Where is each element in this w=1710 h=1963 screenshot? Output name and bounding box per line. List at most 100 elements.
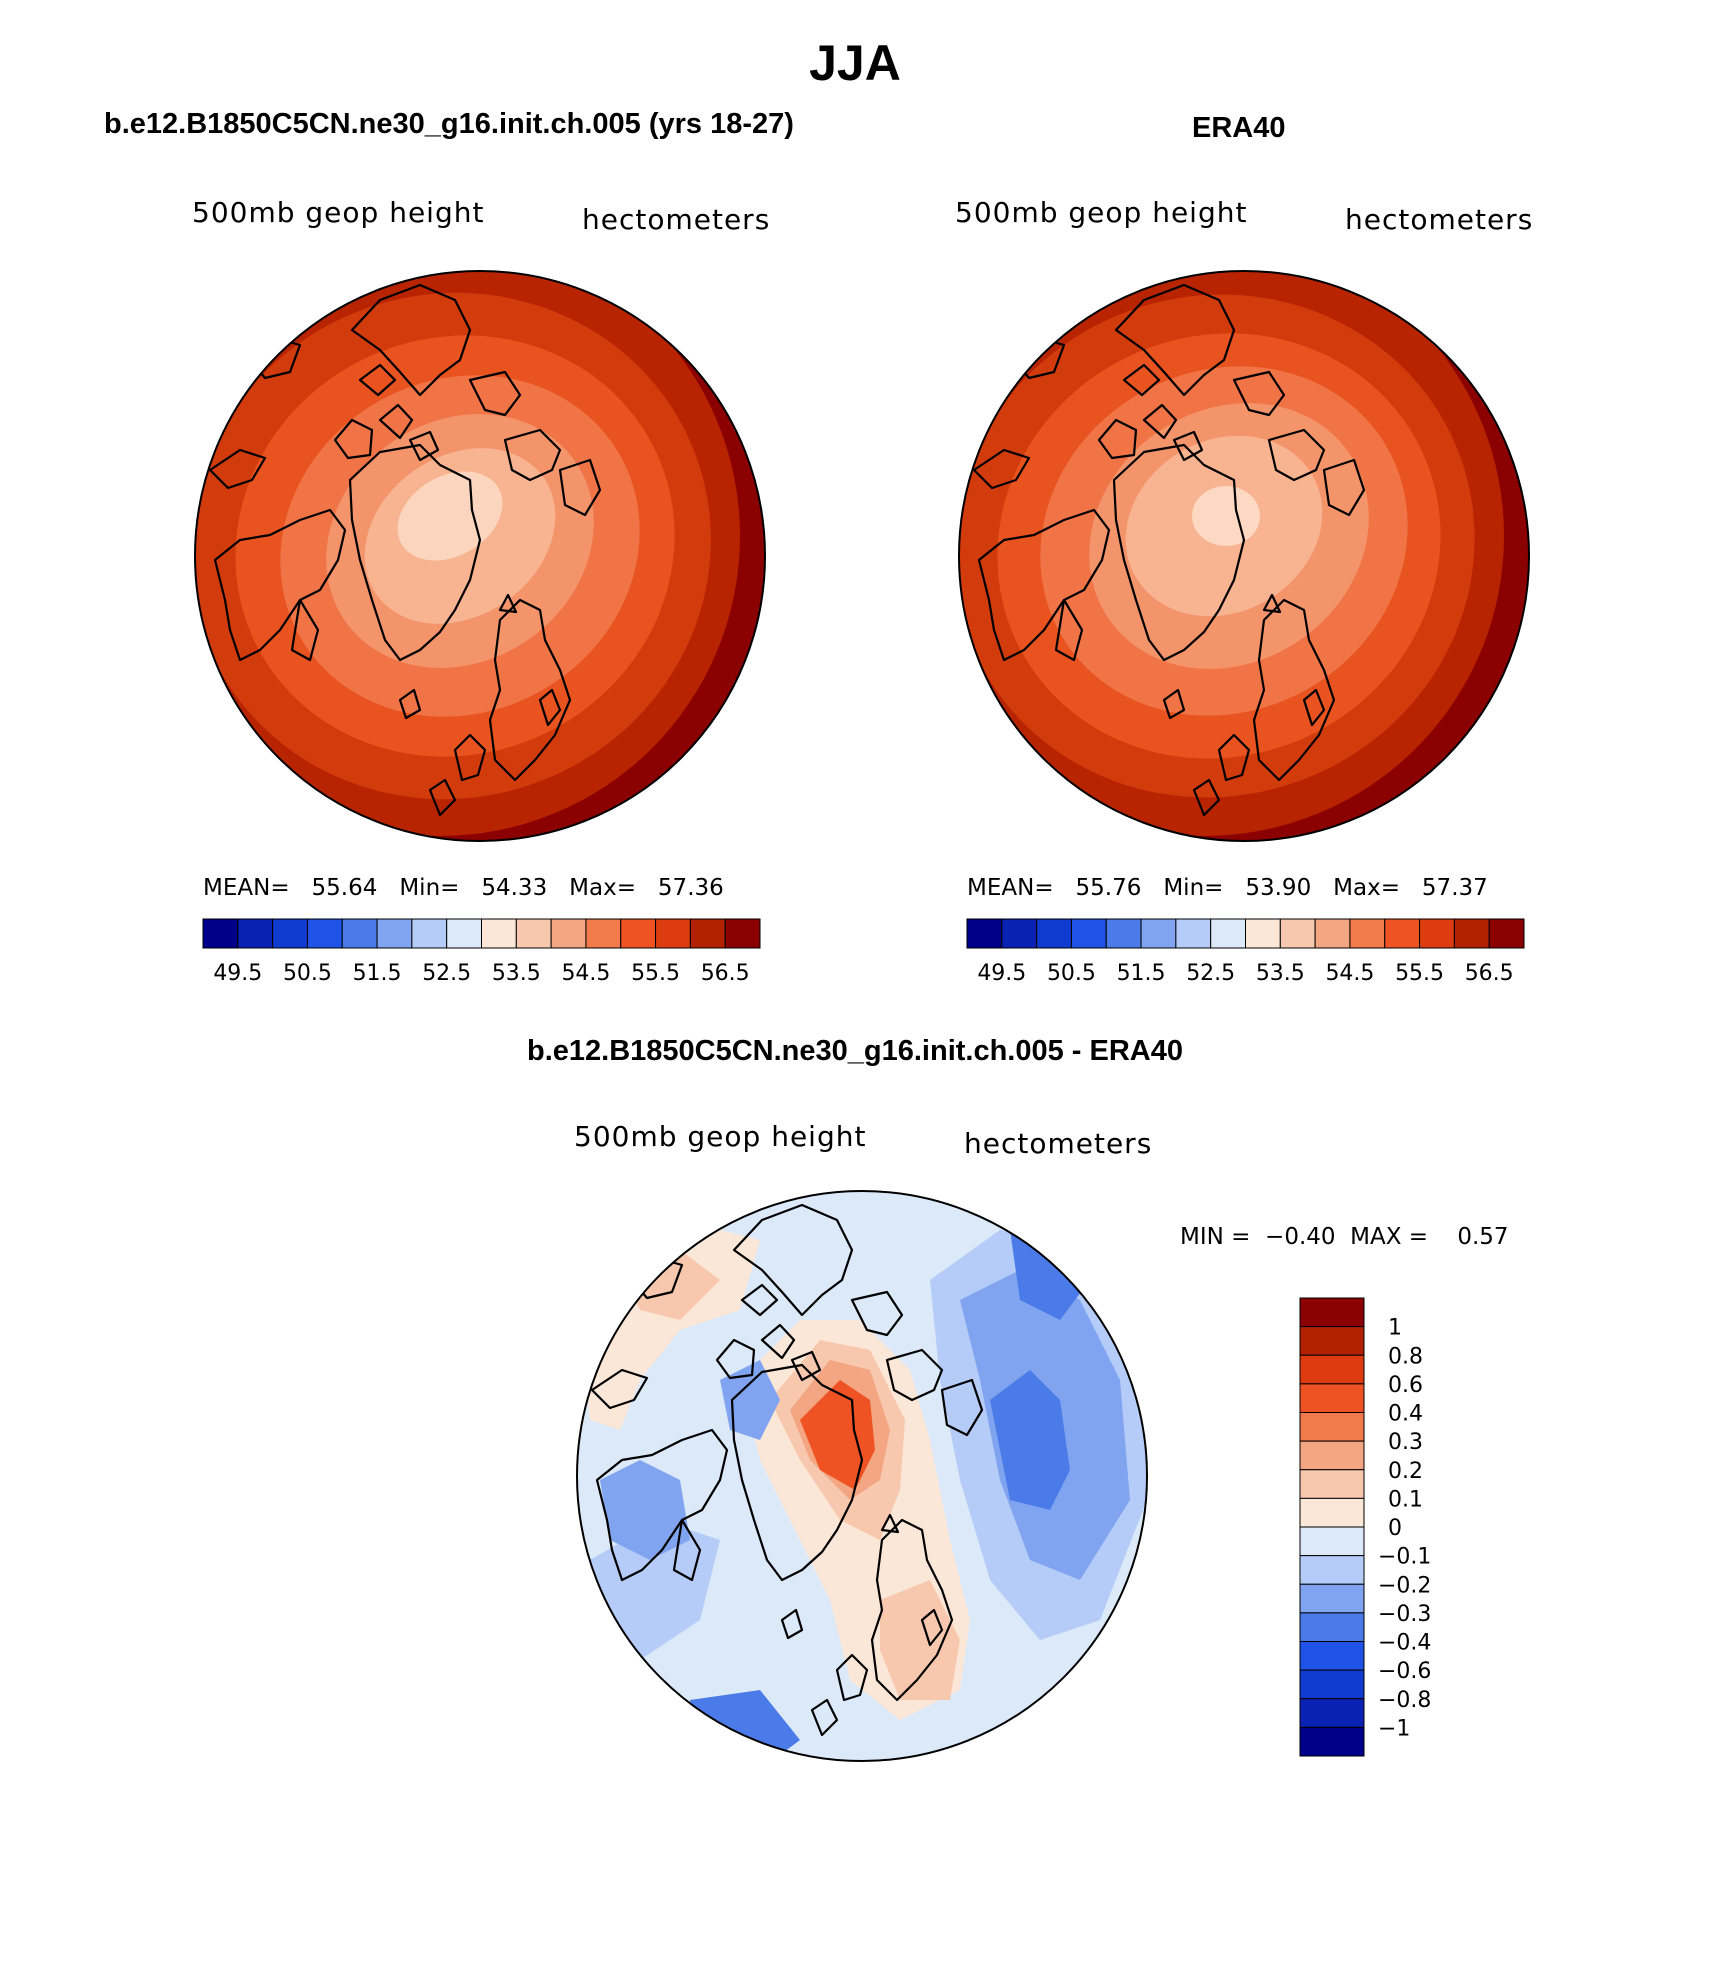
map-obs	[958, 270, 1530, 842]
colorbar-swatch	[1299, 1326, 1365, 1356]
max-value: 57.36	[657, 875, 724, 901]
colorbar-swatch	[1299, 1383, 1365, 1413]
colorbar-swatch	[620, 918, 657, 949]
colorbar-swatch	[1488, 918, 1525, 949]
colorbar-tick-label: −0.8	[1378, 1688, 1431, 1713]
colorbar-swatch	[272, 918, 308, 949]
colorbar-tick-label: 50.5	[283, 961, 332, 986]
colorbar-swatch	[341, 918, 378, 949]
colorbar-tick-label: 0.4	[1388, 1402, 1423, 1427]
colorbar-swatch	[1384, 918, 1421, 949]
colorbar-tick-label: 0.6	[1388, 1373, 1423, 1398]
colorbar-swatch	[689, 918, 726, 949]
mean-value: 55.64	[311, 875, 378, 901]
colorbar-swatch	[1453, 918, 1490, 949]
colorbar-tick-label: −0.1	[1378, 1545, 1431, 1570]
colorbar-tick-label: −0.4	[1378, 1631, 1431, 1656]
colorbar-swatch	[1299, 1469, 1365, 1499]
max-label: Max=	[569, 875, 636, 901]
colorbar-tick-label: 56.5	[701, 961, 750, 986]
map-frame	[194, 270, 766, 842]
max-label: Max=	[1333, 875, 1400, 901]
colorbar-swatch	[306, 918, 343, 949]
colorbar-tick-label: −0.2	[1378, 1573, 1431, 1598]
colorbar-tick-label: 55.5	[631, 961, 680, 986]
colorbar-tick-label: 51.5	[1117, 961, 1166, 986]
colorbar-tick-label: 0.8	[1388, 1344, 1423, 1369]
colorbar-swatch	[446, 918, 482, 949]
model-units-label: hectometers	[582, 203, 771, 236]
colorbar-swatch	[1210, 918, 1246, 949]
colorbar-swatch	[585, 918, 622, 949]
colorbar-tick-label: 1	[1388, 1316, 1402, 1341]
colorbar-tick-label: 49.5	[977, 961, 1026, 986]
colorbar-tick-label: 50.5	[1047, 961, 1096, 986]
mean-label: MEAN=	[203, 875, 290, 901]
colorbar-swatch	[1299, 1497, 1365, 1528]
min-value: −0.40	[1265, 1224, 1336, 1250]
colorbar-tick-label: 0.1	[1388, 1487, 1423, 1512]
colorbar-swatch	[1299, 1297, 1365, 1328]
colorbar-tick-label: 49.5	[213, 961, 262, 986]
colorbar-diff: 1 0.8 0.6 0.4 0.3 0.2 0.1 0 −0.1 −0.2 −0.3 −0.4 −0.6…	[1299, 1297, 1431, 1757]
colorbar-swatch	[1036, 918, 1072, 949]
colorbar-tick-label: 54.5	[561, 961, 610, 986]
min-label: Min=	[399, 875, 460, 901]
colorbar-swatch	[1279, 918, 1316, 949]
diff-units-label: hectometers	[964, 1127, 1153, 1160]
map-model	[194, 270, 766, 842]
obs-units-label: hectometers	[1345, 203, 1534, 236]
colorbar-swatch	[1245, 918, 1281, 949]
colorbar-tick-label: 54.5	[1325, 961, 1374, 986]
colorbar-tick-label: 56.5	[1465, 961, 1514, 986]
model-stats: MEAN= 55.64 Min= 54.33 Max= 57.36	[203, 875, 724, 901]
map-frame	[576, 1190, 1148, 1762]
min-value: 54.33	[481, 875, 548, 901]
colorbar-swatch	[1314, 918, 1351, 949]
max-label: MAX =	[1350, 1224, 1429, 1250]
min-label: Min=	[1163, 875, 1224, 901]
colorbar-tick-label: −0.3	[1378, 1602, 1431, 1627]
colorbar-model: 49.5 50.5 51.5 52.5 53.5 54.5 55.5 56.5	[202, 918, 761, 986]
contour-band	[1192, 486, 1260, 546]
colorbar-swatch	[376, 918, 413, 949]
map-frame	[958, 270, 1530, 842]
colorbar-swatch	[1299, 1440, 1365, 1471]
figure-title: JJA	[809, 35, 901, 91]
diff-stats: MIN = −0.40 MAX = 0.57	[1180, 1224, 1509, 1250]
colorbar-swatch	[237, 918, 274, 949]
colorbar-tick-label: 53.5	[492, 961, 541, 986]
colorbar-swatch	[655, 918, 691, 949]
panel-title-model: b.e12.B1850C5CN.ne30_g16.init.ch.005 (yr…	[104, 108, 794, 140]
colorbar-swatch	[1299, 1526, 1365, 1557]
colorbar-swatch	[550, 918, 587, 949]
colorbar-swatch	[1349, 918, 1386, 949]
colorbar-swatch	[411, 918, 448, 949]
colorbar-obs: 49.5 50.5 51.5 52.5 53.5 54.5 55.5 56.5	[966, 918, 1525, 986]
colorbar-swatch	[1140, 918, 1177, 949]
colorbar-tick-label: −1	[1378, 1716, 1410, 1741]
colorbar-swatch	[1299, 1412, 1365, 1442]
colorbar-swatch	[202, 918, 239, 949]
coastlines	[972, 283, 1366, 817]
min-value: 53.90	[1245, 875, 1312, 901]
contour-band	[397, 471, 503, 561]
colorbar-swatch	[1070, 918, 1107, 949]
colorbar-tick-label: 51.5	[353, 961, 402, 986]
panel-title-obs: ERA40	[1192, 112, 1286, 144]
colorbar-swatch	[1299, 1641, 1365, 1671]
mean-value: 55.76	[1075, 875, 1142, 901]
map-diff	[576, 1190, 1148, 1762]
colorbar-swatch	[1299, 1354, 1365, 1385]
colorbar-swatch	[1299, 1669, 1365, 1700]
colorbar-tick-label: 0.2	[1388, 1459, 1423, 1484]
colorbar-swatch	[1299, 1612, 1365, 1642]
colorbar-tick-label: 53.5	[1256, 961, 1305, 986]
colorbar-swatch	[1419, 918, 1455, 949]
colorbar-swatch	[724, 918, 761, 949]
colorbar-swatch	[515, 918, 552, 949]
obs-field-label: 500mb geop height	[955, 196, 1248, 229]
colorbar-swatch	[966, 918, 1003, 949]
colorbar-swatch	[1105, 918, 1142, 949]
